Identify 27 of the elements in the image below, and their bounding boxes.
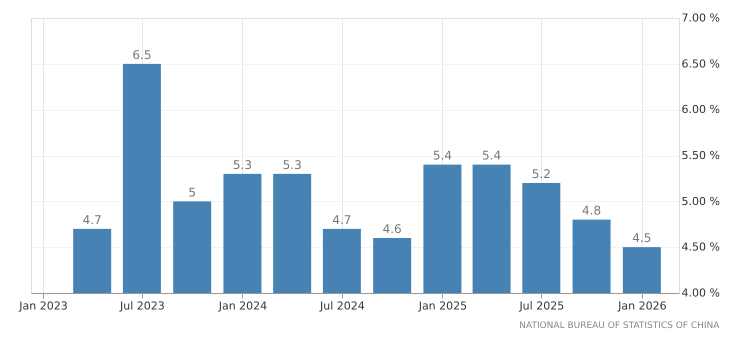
- data-label: 5.3: [282, 158, 302, 172]
- y-tick-label: 4.50 %: [682, 240, 720, 254]
- x-tick-label: Jul 2023: [119, 300, 165, 312]
- data-label: 4.5: [632, 231, 652, 246]
- y-tick-label: 5.50 %: [682, 149, 720, 162]
- text: NATIONAL BUREAU OF STATISTICS OF CHINA: [519, 321, 720, 331]
- x-tick-label: Jan 2025: [418, 300, 468, 312]
- x-tick-label: Jan 2026: [617, 300, 667, 312]
- y-tick-label: 4.00 %: [682, 286, 720, 300]
- data-label: 5: [188, 185, 196, 200]
- data-label: 4.6: [382, 222, 402, 236]
- data-label: 5.4: [482, 148, 502, 163]
- x-tick-label: Jul 2025: [518, 300, 564, 312]
- y-tick-label: 7.00 %: [682, 12, 720, 24]
- data-label: 6.5: [132, 48, 152, 62]
- x-tick-label: Jul 2024: [319, 300, 365, 312]
- data-label: 4.8: [582, 204, 602, 218]
- data-label: 4.7: [332, 212, 352, 227]
- data-label: 5.3: [232, 158, 252, 172]
- y-tick-label: 6.00 %: [682, 103, 720, 116]
- data-label: 4.7: [82, 212, 102, 227]
- x-tick-label: Jan 2023: [18, 300, 68, 312]
- y-tick-label: 6.50 %: [682, 57, 720, 70]
- data-label: 5.4: [432, 148, 452, 163]
- x-tick-label: Jan 2024: [218, 300, 268, 312]
- y-tick-label: 5.00 %: [682, 194, 720, 208]
- data-label: 5.2: [532, 167, 551, 181]
